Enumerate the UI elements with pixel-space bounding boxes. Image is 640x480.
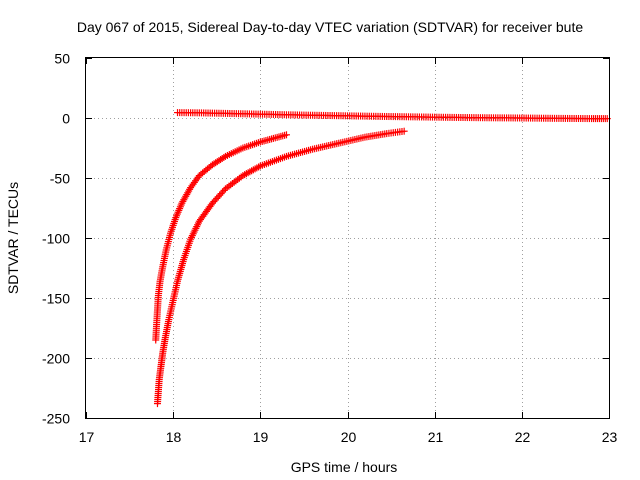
data-point <box>282 131 290 139</box>
series-arc-outer <box>153 127 408 408</box>
plot-border <box>85 57 610 419</box>
data-point <box>400 127 408 135</box>
y-axis-label: SDTVAR / TECUs <box>5 182 21 294</box>
y-tick-label: -100 <box>42 231 70 247</box>
x-tick-label: 20 <box>341 429 357 445</box>
axis-ticks: -250 -200 -150 -100 -50 0 50 17 18 19 20 21 22 23 <box>42 51 618 446</box>
data-points <box>152 109 611 408</box>
data-point <box>220 153 228 161</box>
y-tick-label: -150 <box>42 291 70 307</box>
y-tick-label: 0 <box>62 111 70 127</box>
x-tick-label: 23 <box>602 429 618 445</box>
x-tick-label: 18 <box>166 429 182 445</box>
y-tick-label: -50 <box>50 171 70 187</box>
x-axis-label: GPS time / hours <box>291 459 398 475</box>
chart-title: Day 067 of 2015, Sidereal Day-to-day VTE… <box>77 19 584 35</box>
x-tick-label: 22 <box>515 429 531 445</box>
series-arc-flat <box>174 109 611 123</box>
y-tick-label: -250 <box>42 411 70 427</box>
x-tick-label: 17 <box>79 429 95 445</box>
series-arc-inner <box>152 131 290 344</box>
y-tick-label: -200 <box>42 351 70 367</box>
x-tick-label: 19 <box>253 429 269 445</box>
y-tick-label: 50 <box>54 51 70 67</box>
x-tick-label: 21 <box>428 429 444 445</box>
